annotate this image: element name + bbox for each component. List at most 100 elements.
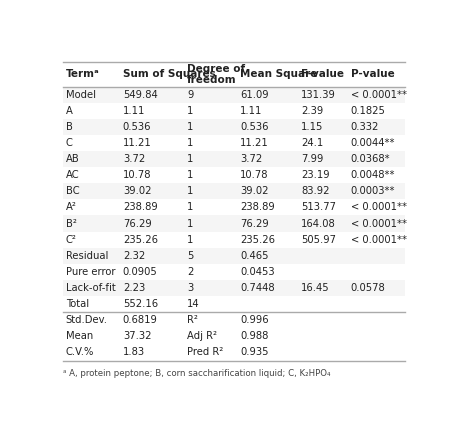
Text: Std.Dev.: Std.Dev.: [66, 315, 108, 325]
Bar: [63, 264, 405, 280]
Text: 23.19: 23.19: [301, 170, 329, 180]
Text: 131.39: 131.39: [301, 90, 336, 99]
Bar: [63, 215, 405, 232]
Bar: [63, 199, 405, 215]
Text: 0.0044**: 0.0044**: [351, 138, 395, 148]
Text: Total: Total: [66, 299, 89, 309]
Text: 3.72: 3.72: [240, 154, 263, 164]
Bar: [63, 102, 405, 119]
Text: 0.0905: 0.0905: [123, 267, 157, 277]
Text: 3.72: 3.72: [123, 154, 145, 164]
Text: 2.39: 2.39: [301, 106, 323, 116]
Text: < 0.0001**: < 0.0001**: [351, 235, 407, 245]
Text: 7.99: 7.99: [301, 154, 323, 164]
Text: 0.536: 0.536: [240, 122, 269, 132]
Text: 164.08: 164.08: [301, 218, 336, 228]
Text: 61.09: 61.09: [240, 90, 269, 99]
Text: 0.7448: 0.7448: [240, 283, 275, 293]
Text: 1: 1: [187, 138, 193, 148]
Text: 238.89: 238.89: [123, 202, 157, 212]
Bar: [63, 151, 405, 167]
Text: A: A: [66, 106, 73, 116]
Text: 10.78: 10.78: [240, 170, 269, 180]
Text: 0.6819: 0.6819: [123, 315, 158, 325]
Text: Adj R²: Adj R²: [187, 331, 217, 341]
Text: Mean: Mean: [66, 331, 93, 341]
Bar: [63, 167, 405, 183]
Bar: [63, 232, 405, 248]
Text: 5: 5: [187, 251, 193, 261]
Text: 1: 1: [187, 186, 193, 196]
Text: Degree of
freedom: Degree of freedom: [187, 64, 245, 85]
Text: 0.536: 0.536: [123, 122, 151, 132]
Text: 0.1825: 0.1825: [351, 106, 385, 116]
Text: 11.21: 11.21: [240, 138, 269, 148]
Text: Pred R²: Pred R²: [187, 347, 223, 358]
Text: 0.935: 0.935: [240, 347, 269, 358]
Bar: [63, 183, 405, 199]
Text: 11.21: 11.21: [123, 138, 152, 148]
Text: Termᵃ: Termᵃ: [66, 69, 100, 79]
Text: 0.465: 0.465: [240, 251, 269, 261]
Text: R²: R²: [187, 315, 198, 325]
Text: 238.89: 238.89: [240, 202, 275, 212]
Text: B²: B²: [66, 218, 77, 228]
Text: 24.1: 24.1: [301, 138, 323, 148]
Text: 0.0003**: 0.0003**: [351, 186, 395, 196]
Text: 0.0453: 0.0453: [240, 267, 275, 277]
Text: 235.26: 235.26: [123, 235, 158, 245]
Text: 505.97: 505.97: [301, 235, 336, 245]
Text: 76.29: 76.29: [123, 218, 152, 228]
Text: Pure error: Pure error: [66, 267, 115, 277]
Text: 10.78: 10.78: [123, 170, 151, 180]
Text: Lack-of-fit: Lack-of-fit: [66, 283, 116, 293]
Text: 1.11: 1.11: [123, 106, 145, 116]
Text: 39.02: 39.02: [123, 186, 151, 196]
Text: 39.02: 39.02: [240, 186, 269, 196]
Text: 513.77: 513.77: [301, 202, 336, 212]
Text: ᵃ A, protein peptone; B, corn saccharification liquid; C, K₂HPO₄: ᵃ A, protein peptone; B, corn saccharifi…: [63, 369, 330, 378]
Text: 1: 1: [187, 202, 193, 212]
Text: 76.29: 76.29: [240, 218, 269, 228]
Text: 16.45: 16.45: [301, 283, 329, 293]
Text: 1.15: 1.15: [301, 122, 323, 132]
Bar: [63, 248, 405, 264]
Text: B: B: [66, 122, 73, 132]
Text: 3: 3: [187, 283, 193, 293]
Text: 1.11: 1.11: [240, 106, 263, 116]
Text: 2: 2: [187, 267, 193, 277]
Text: C.V.%: C.V.%: [66, 347, 94, 358]
Text: 549.84: 549.84: [123, 90, 157, 99]
Text: 1: 1: [187, 154, 193, 164]
Text: Mean Square: Mean Square: [240, 69, 318, 79]
Text: 0.332: 0.332: [351, 122, 379, 132]
Text: 552.16: 552.16: [123, 299, 158, 309]
Text: 0.0578: 0.0578: [351, 283, 385, 293]
Text: 2.23: 2.23: [123, 283, 145, 293]
Bar: [63, 280, 405, 296]
Text: AC: AC: [66, 170, 80, 180]
Text: 1: 1: [187, 122, 193, 132]
Text: Residual: Residual: [66, 251, 108, 261]
Text: 235.26: 235.26: [240, 235, 275, 245]
Text: 83.92: 83.92: [301, 186, 329, 196]
Bar: [63, 135, 405, 151]
Text: 1: 1: [187, 235, 193, 245]
Text: F-value: F-value: [301, 69, 344, 79]
Text: 1.83: 1.83: [123, 347, 145, 358]
Text: 0.996: 0.996: [240, 315, 269, 325]
Text: P-value: P-value: [351, 69, 394, 79]
Text: C²: C²: [66, 235, 77, 245]
Text: Model: Model: [66, 90, 96, 99]
Text: < 0.0001**: < 0.0001**: [351, 218, 407, 228]
Text: < 0.0001**: < 0.0001**: [351, 90, 407, 99]
Text: Sum of Squares: Sum of Squares: [123, 69, 216, 79]
Text: 2.32: 2.32: [123, 251, 145, 261]
Text: 37.32: 37.32: [123, 331, 151, 341]
Text: 1: 1: [187, 170, 193, 180]
Text: < 0.0001**: < 0.0001**: [351, 202, 407, 212]
Text: C: C: [66, 138, 73, 148]
Text: 0.0048**: 0.0048**: [351, 170, 395, 180]
Bar: [63, 87, 405, 102]
Bar: [63, 296, 405, 312]
